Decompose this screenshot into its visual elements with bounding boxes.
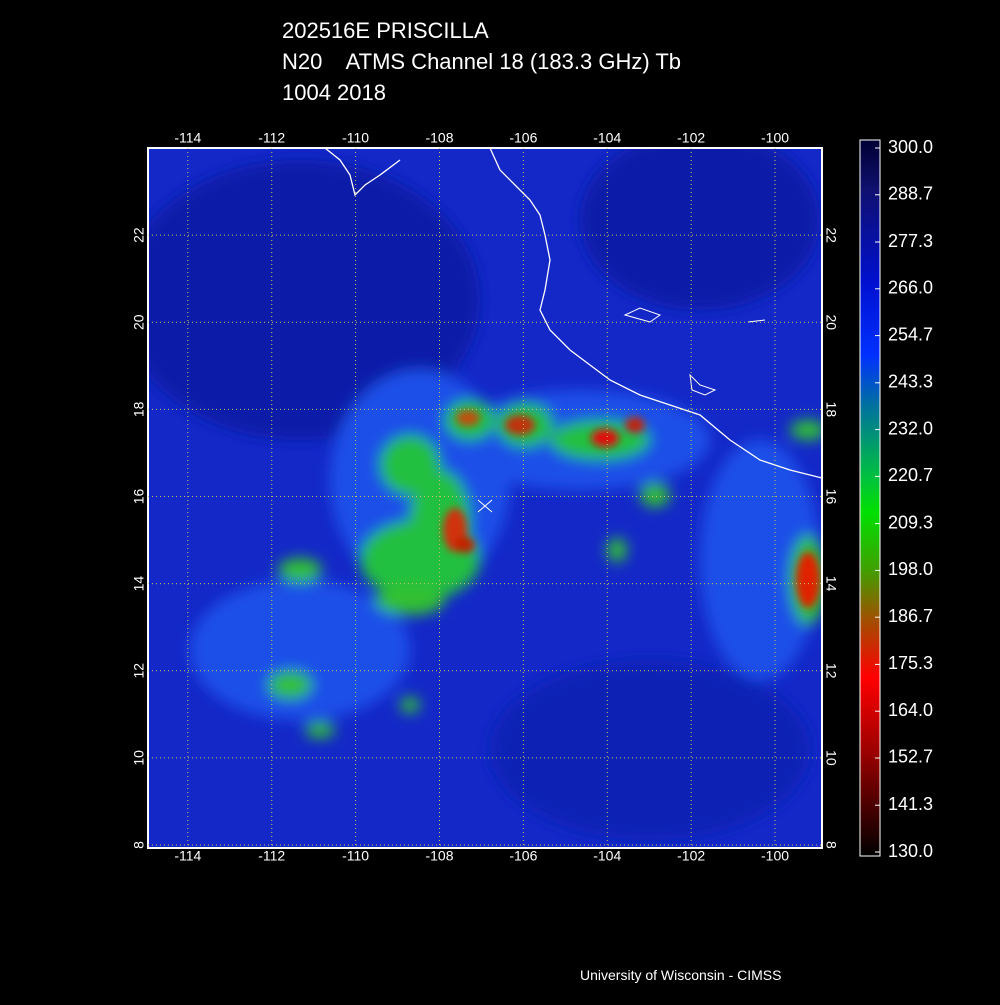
lat-tick-label: 8: [823, 841, 839, 849]
lon-tick-label: -112: [258, 130, 285, 146]
lat-tick-label: 16: [131, 488, 147, 504]
lon-tick-label: -108: [425, 848, 453, 864]
lat-tick-label: 20: [823, 314, 839, 330]
lon-tick-label: -104: [593, 130, 621, 146]
lon-tick-label: -106: [509, 130, 537, 146]
lat-tick-label: 22: [131, 227, 147, 243]
lat-tick-label: 14: [823, 576, 839, 592]
colorbar-label: 186.7: [888, 606, 933, 626]
lat-tick-label: 18: [823, 402, 839, 418]
lon-tick-label: -110: [342, 130, 369, 146]
colorbar-label: 266.0: [888, 278, 933, 298]
colorbar-label: 277.3: [888, 231, 933, 251]
colorbar-label: 130.0: [888, 841, 933, 861]
lat-tick-label: 14: [131, 576, 147, 592]
lon-tick-label: -114: [174, 848, 201, 864]
lon-tick-label: -112: [258, 848, 285, 864]
lon-tick-label: -114: [174, 130, 201, 146]
colorbar-label: 152.7: [888, 747, 933, 767]
lat-tick-label: 22: [823, 227, 839, 243]
lon-tick-label: -106: [509, 848, 537, 864]
lat-tick-label: 12: [823, 663, 839, 679]
lon-tick-label: -100: [761, 848, 789, 864]
colorbar-label: 198.0: [888, 559, 933, 579]
lat-tick-label: 10: [823, 750, 839, 766]
colorbar-label: 164.0: [888, 700, 933, 720]
credit: University of Wisconsin - CIMSS: [580, 967, 781, 983]
map-image: [148, 148, 822, 848]
colorbar-label: 141.3: [888, 794, 933, 814]
colorbar-label: 300.0: [888, 137, 933, 157]
lon-tick-label: -100: [761, 130, 789, 146]
title-line: N20 ATMS Channel 18 (183.3 GHz) Tb: [282, 49, 681, 74]
lon-tick-label: -108: [425, 130, 453, 146]
title-line: 1004 2018: [282, 80, 386, 105]
colorbar-label: 209.3: [888, 512, 933, 532]
lon-tick-label: -102: [677, 130, 705, 146]
lon-tick-label: -110: [342, 848, 369, 864]
lat-tick-label: 20: [131, 314, 147, 330]
colorbar-label: 232.0: [888, 418, 933, 438]
colorbar-label: 220.7: [888, 465, 933, 485]
colorbar-label: 254.7: [888, 324, 933, 344]
lat-tick-label: 16: [823, 489, 839, 505]
colorbar-label: 243.3: [888, 372, 933, 392]
lon-tick-label: -102: [677, 848, 705, 864]
lat-tick-label: 18: [131, 401, 147, 417]
lat-tick-label: 8: [131, 841, 147, 849]
lon-tick-label: -104: [593, 848, 621, 864]
lat-tick-label: 12: [131, 663, 147, 679]
colorbar-label: 288.7: [888, 184, 933, 204]
lat-tick-label: 10: [131, 750, 147, 766]
title-line: 202516E PRISCILLA: [282, 18, 489, 43]
colorbar-label: 175.3: [888, 653, 933, 673]
